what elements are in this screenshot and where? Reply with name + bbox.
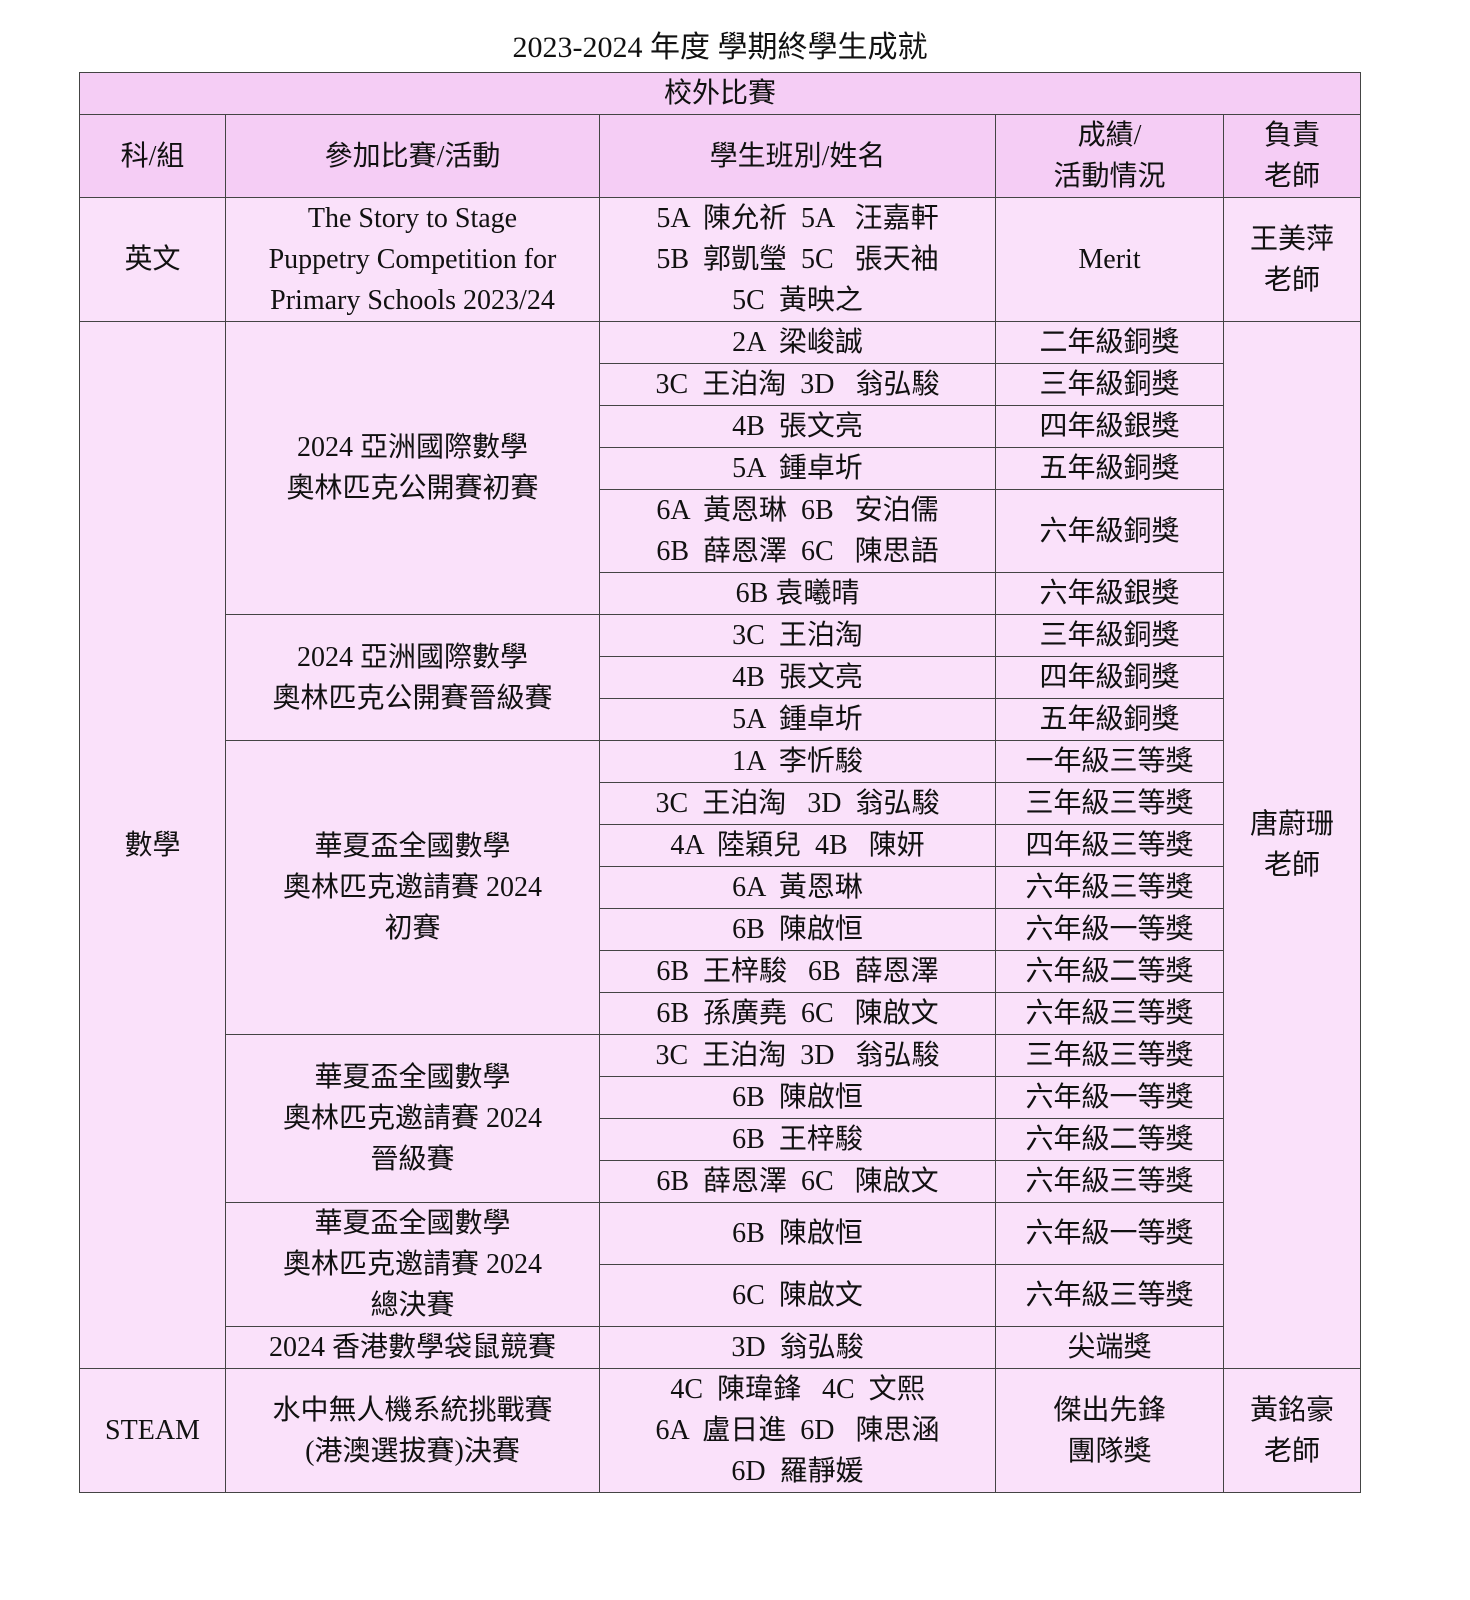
- students-cell: 6B 袁曦晴: [599, 572, 996, 615]
- table-row: 5A 鍾卓圻 五年級銅獎: [80, 698, 1361, 741]
- table-row: 5A 鍾卓圻 五年級銅獎: [80, 447, 1361, 490]
- students-cell: 6B 薛恩澤 6C 陳啟文: [599, 1160, 996, 1203]
- students-cell: 3C 王泊淘 3D 翁弘駿: [599, 1034, 996, 1077]
- students-cell: 3D 翁弘駿: [599, 1326, 996, 1369]
- table-row: 6B 陳啟恒 六年級一等獎: [80, 908, 1361, 951]
- result-cell: 三年級銅獎: [995, 614, 1224, 657]
- students-cell: 3C 王泊淘 3D 翁弘駿: [599, 363, 996, 406]
- table-row: 2024 亞洲國際數學 奧林匹克公開賽晉級賽 3C 王泊淘 三年級銅獎: [80, 614, 1361, 741]
- table-row: 6C 陳啟文 六年級三等獎: [80, 1264, 1361, 1327]
- competition-cell: 2024 亞洲國際數學 奧林匹克公開賽晉級賽: [225, 614, 600, 741]
- students-cell: 6B 孫廣堯 6C 陳啟文: [599, 992, 996, 1035]
- result-cell: 三年級三等獎: [995, 782, 1224, 825]
- students-cell: 6B 陳啟恒: [599, 1076, 996, 1119]
- subject-cell: 英文: [79, 197, 226, 322]
- students-cell: 6B 王梓駿: [599, 1118, 996, 1161]
- table-row: 6A 黃恩琳 6B 安泊儒 6B 薛恩澤 6C 陳思語 六年級銅獎: [80, 489, 1361, 573]
- table-row: 3C 王泊淘 3D 翁弘駿 三年級三等獎: [80, 782, 1361, 825]
- table-row: 6B 陳啟恒 六年級一等獎: [80, 1076, 1361, 1119]
- students-cell: 4C 陳瑋鋒 4C 文熙 6A 盧日進 6D 陳思涵 6D 羅靜媛: [599, 1368, 996, 1493]
- result-cell: 六年級銀獎: [995, 572, 1224, 615]
- subject-cell: 數學: [79, 321, 226, 1369]
- table-row: 6B 袁曦晴 六年級銀獎: [80, 572, 1361, 615]
- result-cell: 六年級銅獎: [995, 489, 1224, 573]
- result-cell: 四年級銀獎: [995, 405, 1224, 448]
- students-cell: 5A 陳允祈 5A 汪嘉軒 5B 郭凱瑩 5C 張天袖 5C 黃映之: [599, 197, 996, 322]
- students-cell: 6A 黃恩琳: [599, 866, 996, 909]
- table-row: 6B 孫廣堯 6C 陳啟文 六年級三等獎: [80, 992, 1361, 1035]
- students-cell: 6C 陳啟文: [599, 1264, 996, 1327]
- students-cell: 5A 鍾卓圻: [599, 698, 996, 741]
- result-cell: Merit: [995, 197, 1224, 322]
- table-row: 華夏盃全國數學 奧林匹克邀請賽 2024 初賽 1A 李忻駿 一年級三等獎: [80, 740, 1361, 1035]
- competition-cell: 2024 香港數學袋鼠競賽: [225, 1326, 600, 1369]
- teacher-cell: 黃銘豪 老師: [1222, 1368, 1362, 1493]
- table-row: 4B 張文亮 四年級銅獎: [80, 656, 1361, 699]
- result-cell: 一年級三等獎: [995, 740, 1224, 783]
- result-cell: 六年級一等獎: [995, 1076, 1224, 1119]
- result-cell: 五年級銅獎: [995, 447, 1224, 490]
- students-cell: 6B 陳啟恒: [599, 1202, 996, 1265]
- competition-cell: 2024 亞洲國際數學 奧林匹克公開賽初賽: [225, 321, 600, 615]
- students-cell: 1A 李忻駿: [599, 740, 996, 783]
- students-cell: 3C 王泊淘 3D 翁弘駿: [599, 782, 996, 825]
- table-row: 6B 王梓駿 6B 薛恩澤 六年級二等獎: [80, 950, 1361, 993]
- subject-cell: STEAM: [79, 1368, 226, 1493]
- header-subject: 科/組: [79, 114, 226, 198]
- result-cell: 三年級銅獎: [995, 363, 1224, 406]
- result-cell: 五年級銅獎: [995, 698, 1224, 741]
- result-cell: 尖端獎: [995, 1326, 1224, 1369]
- result-cell: 六年級三等獎: [995, 866, 1224, 909]
- table-row: 6A 黃恩琳 六年級三等獎: [80, 866, 1361, 909]
- students-cell: 6B 陳啟恒: [599, 908, 996, 951]
- header-competition: 參加比賽/活動: [225, 114, 600, 198]
- students-cell: 4B 張文亮: [599, 405, 996, 448]
- result-cell: 六年級二等獎: [995, 950, 1224, 993]
- competition-cell: 華夏盃全國數學 奧林匹克邀請賽 2024 晉級賽: [225, 1034, 600, 1203]
- table-row: 3C 王泊淘 3D 翁弘駿 三年級銅獎: [80, 363, 1361, 406]
- students-cell: 4A 陸穎兒 4B 陳妍: [599, 824, 996, 867]
- table-row: 英文 The Story to Stage Puppetry Competitio…: [79, 197, 1362, 322]
- result-cell: 六年級三等獎: [995, 1264, 1224, 1327]
- students-cell: 5A 鍾卓圻: [599, 447, 996, 490]
- table-row: 數學 2024 亞洲國際數學 奧林匹克公開賽初賽 2A 梁峻誠 二年級銅獎 唐蔚珊 老師: [79, 321, 1362, 1369]
- competition-cell: 華夏盃全國數學 奧林匹克邀請賽 2024 初賽: [225, 740, 600, 1035]
- teacher-cell: 王美萍 老師: [1222, 197, 1362, 322]
- header-result: 成績/ 活動情況: [995, 114, 1224, 198]
- result-cell: 六年級三等獎: [995, 992, 1224, 1035]
- table-row: 6B 薛恩澤 6C 陳啟文 六年級三等獎: [80, 1160, 1361, 1203]
- students-cell: 4B 張文亮: [599, 656, 996, 699]
- competition-cell: 華夏盃全國數學 奧林匹克邀請賽 2024 總決賽: [225, 1202, 600, 1327]
- table-row: 2024 香港數學袋鼠競賽 3D 翁弘駿 尖端獎: [80, 1326, 1361, 1369]
- result-cell: 六年級一等獎: [995, 1202, 1224, 1265]
- header-teacher: 負責 老師: [1222, 114, 1362, 198]
- teacher-cell: 唐蔚珊 老師: [1222, 321, 1362, 1369]
- achievements-table: 校外比賽 科/組 參加比賽/活動 學生班別/姓名 成績/ 活動情況 負責 老師 …: [78, 72, 1362, 1493]
- students-cell: 6A 黃恩琳 6B 安泊儒 6B 薛恩澤 6C 陳思語: [599, 489, 996, 573]
- result-cell: 傑出先鋒 團隊獎: [995, 1368, 1224, 1493]
- students-cell: 3C 王泊淘: [599, 614, 996, 657]
- students-cell: 6B 王梓駿 6B 薛恩澤: [599, 950, 996, 993]
- table-row: STEAM 水中無人機系統挑戰賽 (港澳選拔賽)決賽 4C 陳瑋鋒 4C 文熙 6A…: [79, 1368, 1362, 1493]
- result-cell: 六年級二等獎: [995, 1118, 1224, 1161]
- students-cell: 2A 梁峻誠: [599, 321, 996, 364]
- competition-cell: 水中無人機系統挑戰賽 (港澳選拔賽)決賽: [225, 1368, 600, 1493]
- section-title: 校外比賽: [78, 72, 1362, 115]
- result-cell: 三年級三等獎: [995, 1034, 1224, 1077]
- table-row: 華夏盃全國數學 奧林匹克邀請賽 2024 晉級賽 3C 王泊淘 3D 翁弘駿 三年級…: [80, 1034, 1361, 1203]
- table-row: 4A 陸穎兒 4B 陳妍 四年級三等獎: [80, 824, 1361, 867]
- result-cell: 四年級銅獎: [995, 656, 1224, 699]
- result-cell: 二年級銅獎: [995, 321, 1224, 364]
- table-row: 6B 王梓駿 六年級二等獎: [80, 1118, 1361, 1161]
- result-cell: 六年級一等獎: [995, 908, 1224, 951]
- competition-cell: The Story to Stage Puppetry Competition …: [225, 197, 600, 322]
- section-row: 校外比賽: [78, 72, 1362, 115]
- table-row: 華夏盃全國數學 奧林匹克邀請賽 2024 總決賽 6B 陳啟恒 六年級一等獎: [80, 1202, 1361, 1327]
- header-students: 學生班別/姓名: [599, 114, 996, 198]
- result-cell: 四年級三等獎: [995, 824, 1224, 867]
- document-title: 2023-2024 年度 學期終學生成就: [512, 31, 928, 64]
- header-row: 科/組 參加比賽/活動 學生班別/姓名 成績/ 活動情況 負責 老師: [79, 114, 1362, 198]
- result-cell: 六年級三等獎: [995, 1160, 1224, 1203]
